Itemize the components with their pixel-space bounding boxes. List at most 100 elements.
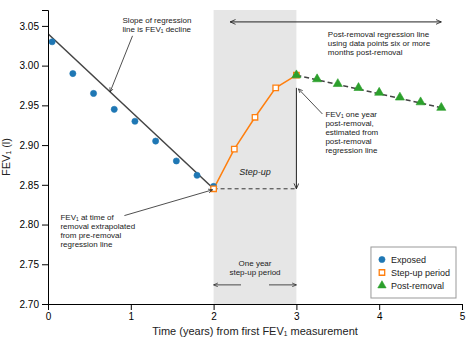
- y-tick-label: 2.85: [20, 180, 40, 191]
- annotation: Slope of regressionline is FEV₁ decline: [123, 16, 192, 34]
- series-point: [354, 83, 363, 91]
- x-tick-label: 1: [129, 311, 135, 322]
- annotation-line: FEV₁ at time of: [60, 213, 114, 222]
- annotation: FEV₁ one yearpost-removal,estimated from…: [325, 110, 378, 155]
- series-line: [214, 75, 297, 189]
- x-axis: 0 1 2 3 4 5: [46, 304, 466, 322]
- y-tick: 2.80: [20, 219, 48, 230]
- x-tick: 1: [129, 304, 135, 322]
- series-point: [313, 74, 322, 82]
- x-tick-mark: [296, 304, 297, 310]
- shaded-region: [214, 10, 297, 304]
- series-point: [153, 138, 159, 144]
- y-tick: 2.70: [20, 299, 48, 310]
- annotation-line: One year: [239, 259, 272, 268]
- series-point: [232, 146, 237, 151]
- series-point: [375, 87, 384, 95]
- annotation-line: regression line: [325, 146, 378, 155]
- y-tick: 2.75: [20, 259, 48, 270]
- y-tick-label: 2.75: [20, 259, 40, 270]
- series-point: [49, 39, 55, 45]
- legend-symbol: [379, 270, 384, 275]
- x-tick: 0: [46, 304, 52, 322]
- annotation-line: months post-removal: [328, 48, 403, 57]
- annotation-line: line is FEV₁ decline: [123, 25, 192, 34]
- period-arrow: [269, 284, 296, 285]
- x-tick: 2: [211, 304, 217, 322]
- y-tick-mark: [42, 304, 48, 305]
- legend-symbol: [378, 281, 386, 288]
- chart: 0 1 2 3 4 5 2.70 2.75 2.80 2.85 2.90 2.95 3.00 3.05 Ti…: [0, 0, 474, 342]
- y-tick: 2.95: [20, 100, 48, 111]
- double-arrow: [230, 21, 441, 22]
- y-tick-label: 2.95: [20, 100, 40, 111]
- y-tick-mark: [42, 145, 48, 146]
- annotation-line: FEV₁ one year: [325, 110, 377, 119]
- series-point: [70, 70, 76, 76]
- series-point: [194, 172, 200, 178]
- y-tick: 3.00: [20, 60, 48, 71]
- y-axis-line: [42, 11, 49, 305]
- x-tick: 4: [377, 304, 383, 322]
- y-tick-label: 2.70: [20, 299, 40, 310]
- y-tick: 2.90: [20, 140, 48, 151]
- series-point: [90, 90, 96, 96]
- series-point: [437, 102, 446, 110]
- annotation: One yearstep-up period: [229, 259, 280, 277]
- annotation: Step-up: [239, 167, 271, 177]
- annotation-line: regression line: [60, 240, 113, 249]
- x-tick-label: 2: [211, 311, 217, 322]
- y-tick-mark: [42, 225, 48, 226]
- series-point: [252, 115, 257, 120]
- legend-symbol: [379, 256, 385, 262]
- x-tick-mark: [131, 304, 132, 310]
- y-tick-mark: [42, 105, 48, 106]
- legend-box: [371, 247, 456, 298]
- series-point: [111, 106, 117, 112]
- annotation-line: post-removal: [325, 137, 371, 146]
- y-tick-mark: [42, 185, 48, 186]
- x-tick-mark: [379, 304, 380, 310]
- y-tick-label: 2.90: [20, 140, 40, 151]
- y-axis-title: FEV₁ (l): [0, 138, 12, 176]
- y-tick-mark: [42, 264, 48, 265]
- x-tick-label: 0: [46, 311, 52, 322]
- series-point: [395, 92, 404, 100]
- x-tick-label: 3: [294, 311, 300, 322]
- series-point: [416, 97, 425, 105]
- series-line: [48, 34, 214, 189]
- plot: 0 1 2 3 4 5 2.70 2.75 2.80 2.85 2.90 2.95 3.00 3.05 Ti…: [0, 10, 466, 337]
- period-arrow: [214, 284, 241, 285]
- x-tick-label: 4: [377, 311, 383, 322]
- y-tick-label: 3.05: [20, 21, 40, 32]
- legend-label: Post-removal: [391, 281, 444, 291]
- annotation-line: estimated from: [325, 128, 378, 137]
- series-point: [132, 118, 138, 124]
- removal-level-line: [214, 188, 297, 189]
- legend-label: Exposed: [391, 255, 426, 265]
- annotation-line: Step-up: [239, 167, 271, 177]
- y-axis: 2.70 2.75 2.80 2.85 2.90 2.95 3.00 3.05: [20, 11, 49, 310]
- series-point: [292, 70, 301, 78]
- y-tick: 3.05: [20, 21, 48, 32]
- annotation-line: step-up period: [229, 268, 280, 277]
- one-year-drop-line: [296, 88, 297, 189]
- x-axis-title: Time (years) from first FEV₁ measurement: [152, 325, 358, 337]
- annotations: Slope of regressionline is FEV₁ decline F…: [60, 16, 430, 285]
- annotation-arrow: [110, 36, 132, 92]
- y-tick-label: 3.00: [20, 60, 40, 71]
- annotation-arrow: [124, 190, 212, 216]
- annotation: FEV₁ at time ofremoval extrapolatedfrom …: [60, 213, 135, 249]
- x-axis-line: [49, 305, 463, 311]
- legend-label: Step-up period: [391, 268, 450, 278]
- annotation-line: using data points six or more: [328, 39, 431, 48]
- x-tick-mark: [462, 304, 463, 310]
- y-tick-mark: [42, 66, 48, 67]
- y-tick-label: 2.80: [20, 219, 40, 230]
- y-tick-mark: [42, 26, 48, 27]
- x-tick-label: 5: [460, 311, 466, 322]
- annotation-line: removal extrapolated: [60, 222, 135, 231]
- annotation-arrow: [298, 89, 322, 114]
- legend: Exposed Step-up period Post-removal: [371, 247, 456, 298]
- annotation-line: Post-removal regression line: [328, 30, 430, 39]
